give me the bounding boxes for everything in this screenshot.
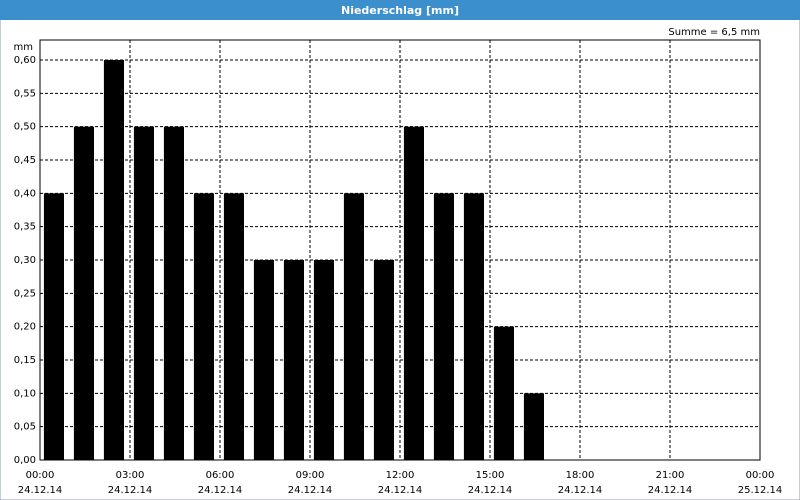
bar [253, 260, 274, 460]
bar [313, 260, 334, 460]
x-tick-label: 06:00 [206, 470, 235, 481]
x-tick-date: 24.12.14 [198, 485, 243, 496]
title-bar [0, 0, 800, 20]
x-tick-date: 24.12.14 [108, 485, 153, 496]
bar [193, 193, 214, 461]
x-tick-date: 25.12.14 [738, 485, 783, 496]
y-tick-label: 0,15 [14, 355, 36, 366]
x-tick-date: 24.12.14 [648, 485, 693, 496]
bar [433, 193, 454, 461]
x-tick-date: 24.12.14 [18, 485, 63, 496]
y-tick-label: 0,60 [14, 55, 36, 66]
x-tick-date: 24.12.14 [468, 485, 513, 496]
y-tick-label: 0,35 [14, 222, 36, 233]
window-title: Niederschlag [mm] [341, 4, 459, 17]
bar [163, 126, 184, 461]
x-tick-label: 09:00 [296, 470, 325, 481]
bar [523, 393, 544, 460]
x-tick-label: 12:00 [386, 470, 415, 481]
x-tick-label: 03:00 [116, 470, 145, 481]
x-tick-label: 21:00 [656, 470, 685, 481]
y-tick-label: 0,20 [14, 322, 36, 333]
x-tick-label: 00:00 [26, 470, 55, 481]
bar [223, 193, 244, 461]
y-tick-label: 0,55 [14, 88, 36, 99]
bar [373, 260, 394, 460]
bar [403, 126, 424, 461]
y-tick-label: 0,00 [14, 455, 36, 466]
x-tick-date: 24.12.14 [378, 485, 423, 496]
y-tick-label: 0,40 [14, 188, 36, 199]
y-unit: mm [14, 42, 33, 53]
x-tick-date: 24.12.14 [558, 485, 603, 496]
x-tick-label: 18:00 [566, 470, 595, 481]
x-tick-label: 15:00 [476, 470, 505, 481]
bar [43, 193, 64, 461]
plot-frame [39, 39, 761, 461]
bar [103, 60, 124, 460]
bar [343, 193, 364, 461]
bar [73, 126, 94, 461]
annotation: Summe = 6,5 mm [668, 27, 760, 38]
y-tick-label: 0,50 [14, 122, 36, 133]
y-tick-label: 0,30 [14, 255, 36, 266]
y-tick-label: 0,10 [14, 388, 36, 399]
x-tick-date: 24.12.14 [288, 485, 333, 496]
bar [493, 326, 514, 460]
y-tick-label: 0,25 [14, 288, 36, 299]
y-tick-label: 0,05 [14, 422, 36, 433]
x-tick-label: 00:00 [746, 470, 775, 481]
bar [283, 260, 304, 460]
y-tick-label: 0,45 [14, 155, 36, 166]
bar [463, 193, 484, 461]
bar [133, 126, 154, 461]
